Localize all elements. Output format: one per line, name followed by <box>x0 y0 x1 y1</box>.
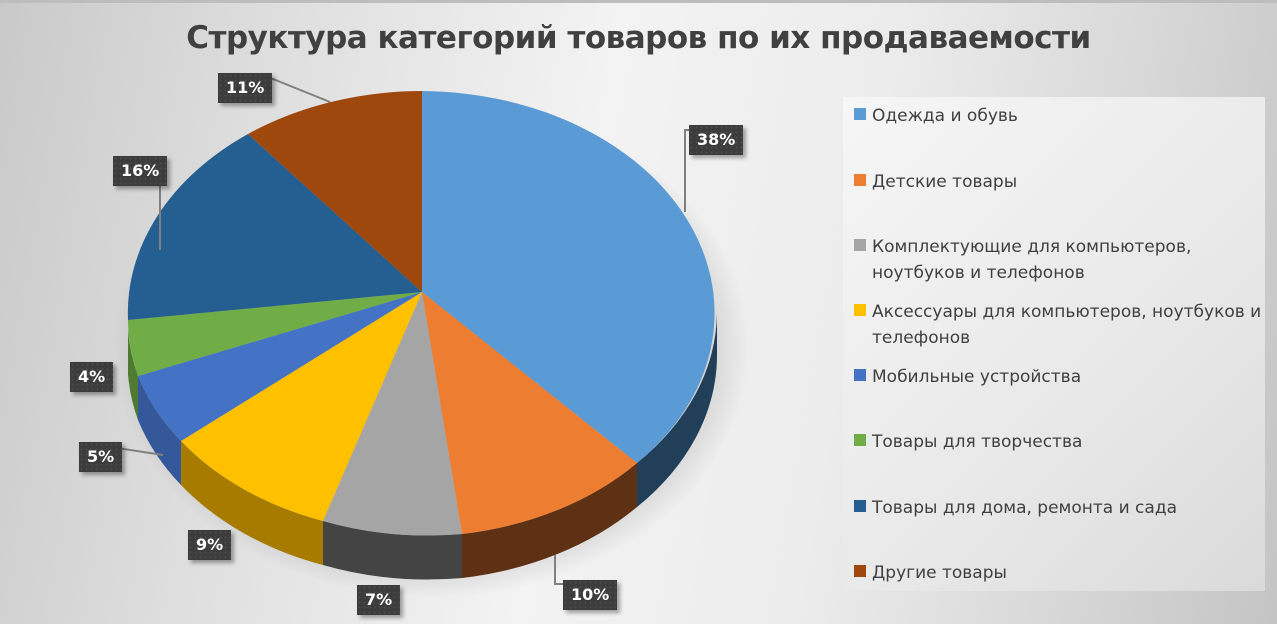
legend-label: Комплектующие для компьютеров, ноутбуков… <box>872 237 1192 283</box>
slice-components[interactable] <box>323 292 462 536</box>
legend-marker-icon <box>854 239 866 251</box>
data-label-kids: 10% <box>563 580 618 610</box>
legend-item-mobile[interactable]: Мобильные устройства <box>854 364 1262 390</box>
legend-marker-icon <box>854 174 866 186</box>
slice-kids[interactable] <box>422 292 637 534</box>
legend-label: Товары для творчества <box>872 432 1083 452</box>
legend-marker-icon <box>854 108 866 120</box>
pie-top <box>127 91 715 536</box>
side-components <box>323 521 462 580</box>
leader-other <box>265 78 331 103</box>
legend-item-components[interactable]: Комплектующие для компьютеров, ноутбуков… <box>854 234 1212 286</box>
leader-mobile <box>116 447 164 456</box>
side-clothing <box>637 313 717 507</box>
legend-marker-icon <box>854 565 866 577</box>
legend-item-accessories[interactable]: Аксессуары для компьютеров, ноутбуков и … <box>854 299 1262 351</box>
data-label-components: 7% <box>357 585 401 615</box>
legend-marker-icon <box>854 500 866 512</box>
slice-mobile[interactable] <box>138 292 422 441</box>
data-label-mobile: 5% <box>79 442 123 472</box>
legend-label: Товары для дома, ремонта и сада <box>872 498 1177 518</box>
legend-label: Детские товары <box>872 172 1018 192</box>
slice-other[interactable] <box>248 91 422 292</box>
data-label-accessories: 9% <box>188 530 232 560</box>
side-creative <box>128 330 138 420</box>
legend-label: Мобильные устройства <box>872 367 1082 387</box>
legend-item-home[interactable]: Товары для дома, ремонта и сада <box>854 495 1262 521</box>
side-mobile <box>138 376 181 485</box>
legend-marker-icon <box>854 304 866 316</box>
legend-item-clothing[interactable]: Одежда и обувь <box>854 103 1262 129</box>
slice-home[interactable] <box>127 134 422 320</box>
legend-item-creative[interactable]: Товары для творчества <box>854 429 1262 455</box>
pie-side <box>128 313 717 580</box>
data-label-other: 11% <box>218 73 273 103</box>
legend-item-kids[interactable]: Детские товары <box>854 169 1262 195</box>
data-label-creative: 4% <box>70 362 114 392</box>
chart-legend: Одежда и обувь Детские товары Комплектую… <box>843 97 1265 591</box>
leader-kids <box>554 555 565 585</box>
legend-item-other[interactable]: Другие товары <box>854 560 1262 586</box>
side-kids <box>462 463 637 578</box>
legend-label: Одежда и обувь <box>872 106 1018 126</box>
legend-label: Аксессуары для компьютеров, ноутбуков и … <box>872 302 1262 348</box>
data-label-home: 16% <box>113 156 168 186</box>
legend-label: Другие товары <box>872 563 1007 583</box>
legend-marker-icon <box>854 434 866 446</box>
slice-clothing[interactable] <box>422 91 715 463</box>
data-label-clothing: 38% <box>689 125 744 155</box>
slice-accessories[interactable] <box>181 292 422 521</box>
side-accessories <box>181 441 323 565</box>
legend-marker-icon <box>854 369 866 381</box>
chart-title: Структура категорий товаров по их продав… <box>186 20 1091 56</box>
